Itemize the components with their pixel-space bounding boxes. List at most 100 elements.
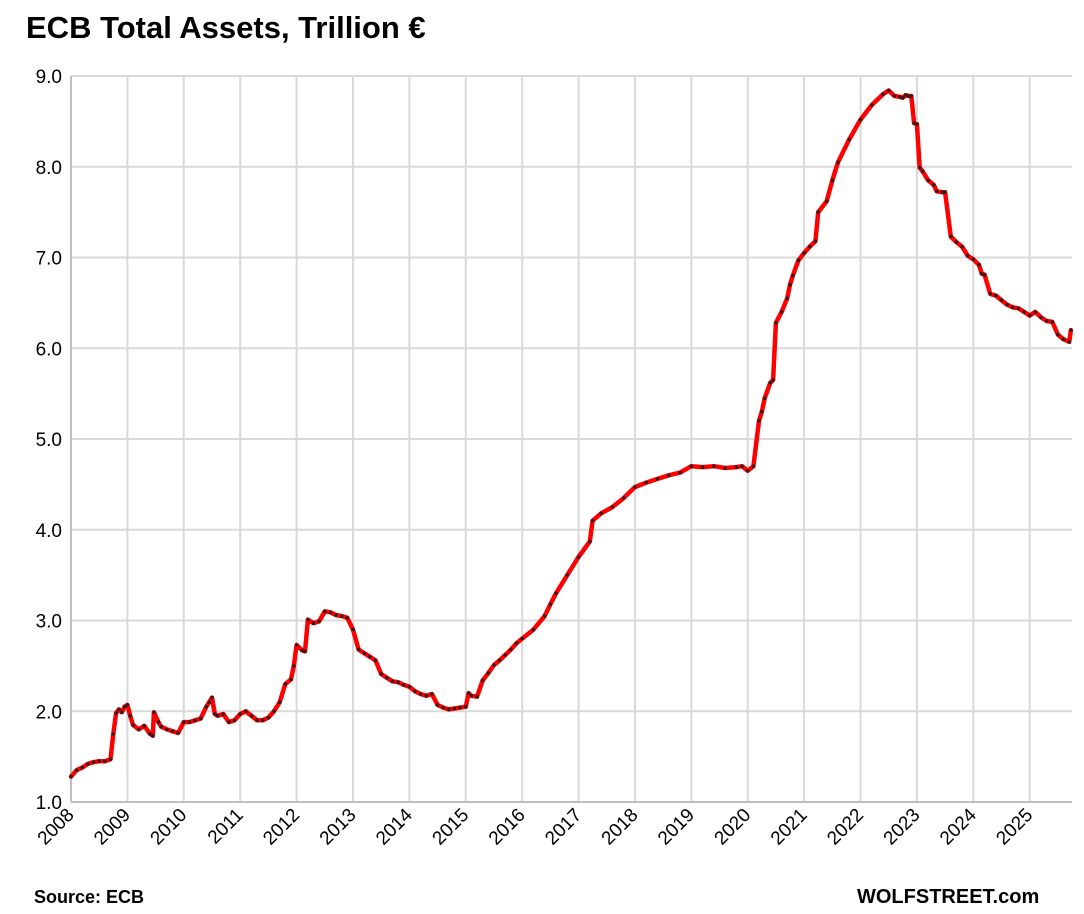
data-point [497, 658, 502, 663]
data-point [960, 244, 964, 249]
data-point [193, 718, 197, 723]
data-point [232, 718, 237, 723]
data-point [813, 239, 818, 243]
data-point [131, 723, 135, 727]
data-point [356, 647, 361, 652]
data-point [520, 636, 524, 641]
data-point [294, 643, 299, 647]
data-point [999, 298, 1004, 303]
data-point [554, 591, 558, 596]
data-point [207, 700, 211, 704]
data-point [847, 137, 851, 142]
data-point [503, 653, 508, 657]
data-point [385, 675, 389, 680]
data-point [159, 724, 163, 729]
data-point [283, 682, 288, 686]
data-point [311, 621, 316, 625]
data-point [977, 263, 981, 267]
data-point [323, 609, 327, 614]
data-point [988, 292, 992, 296]
data-point [317, 619, 321, 624]
data-point [249, 714, 254, 718]
y-tick-label: 2.0 [36, 702, 62, 723]
data-point [751, 464, 756, 469]
data-point [932, 183, 936, 187]
data-point [368, 655, 372, 659]
data-point [108, 757, 113, 762]
x-tick-label: 2024 [936, 804, 981, 849]
x-tick-label: 2013 [316, 805, 361, 850]
data-point [836, 160, 840, 164]
y-tick-label: 1.0 [36, 793, 62, 814]
data-point [486, 671, 491, 675]
data-point [768, 380, 773, 385]
data-point [210, 695, 214, 700]
data-point [125, 703, 130, 707]
data-point [906, 94, 911, 98]
y-tick-label: 9.0 [36, 67, 62, 88]
x-tick-label: 2019 [654, 805, 699, 850]
data-point [156, 720, 161, 724]
x-axis-tick-labels: 2008 2009 2010 2011 2012 2013 2014 2015 2016 2017… [34, 804, 1037, 849]
data-point [901, 96, 905, 100]
data-point [111, 732, 116, 736]
data-point [413, 689, 417, 694]
data-point [576, 555, 581, 559]
data-point [379, 672, 384, 676]
data-point [441, 705, 446, 710]
data-point [447, 707, 451, 712]
data-point [469, 694, 474, 698]
data-point [949, 234, 953, 239]
data-point [1016, 306, 1021, 311]
data-point [678, 470, 682, 475]
data-point [808, 244, 812, 249]
data-point [480, 678, 485, 683]
x-tick-label: 2021 [767, 805, 812, 850]
data-point [424, 694, 429, 698]
data-point [187, 720, 192, 724]
data-point [757, 419, 761, 423]
data-point [909, 94, 914, 98]
x-tick-label: 2022 [823, 805, 868, 850]
chart-title: ECB Total Assets, Trillion € [26, 10, 426, 45]
data-point [858, 117, 863, 122]
x-tick-label: 2025 [992, 805, 1037, 850]
data-point [514, 641, 519, 645]
data-point [351, 627, 355, 632]
data-point [300, 648, 305, 653]
gridlines [71, 75, 1072, 802]
data-point [870, 103, 874, 107]
series-line [68, 88, 1074, 779]
data-point [774, 321, 778, 325]
data-point [971, 257, 976, 262]
data-point [74, 768, 79, 772]
data-point [926, 178, 930, 183]
data-point [292, 664, 296, 668]
data-point [745, 469, 750, 473]
data-point [830, 178, 835, 183]
data-point [740, 464, 744, 469]
data-point [886, 88, 891, 93]
data-point [122, 704, 127, 709]
data-point [734, 465, 739, 469]
data-point [373, 658, 378, 663]
x-tick-label: 2023 [880, 805, 925, 850]
data-point [213, 712, 217, 716]
data-point [548, 602, 553, 606]
data-point [655, 477, 660, 481]
data-point [816, 210, 820, 214]
data-point [244, 709, 248, 714]
data-point [255, 718, 259, 723]
data-point [700, 465, 705, 469]
y-tick-label: 4.0 [36, 521, 62, 542]
y-tick-label: 7.0 [36, 249, 62, 270]
data-point [176, 731, 180, 735]
data-point [762, 396, 767, 401]
data-point [689, 464, 694, 469]
data-point [881, 92, 885, 96]
data-point [542, 614, 547, 618]
data-point [458, 705, 462, 710]
data-point [452, 706, 457, 711]
data-point [289, 677, 293, 682]
data-point [390, 679, 395, 684]
